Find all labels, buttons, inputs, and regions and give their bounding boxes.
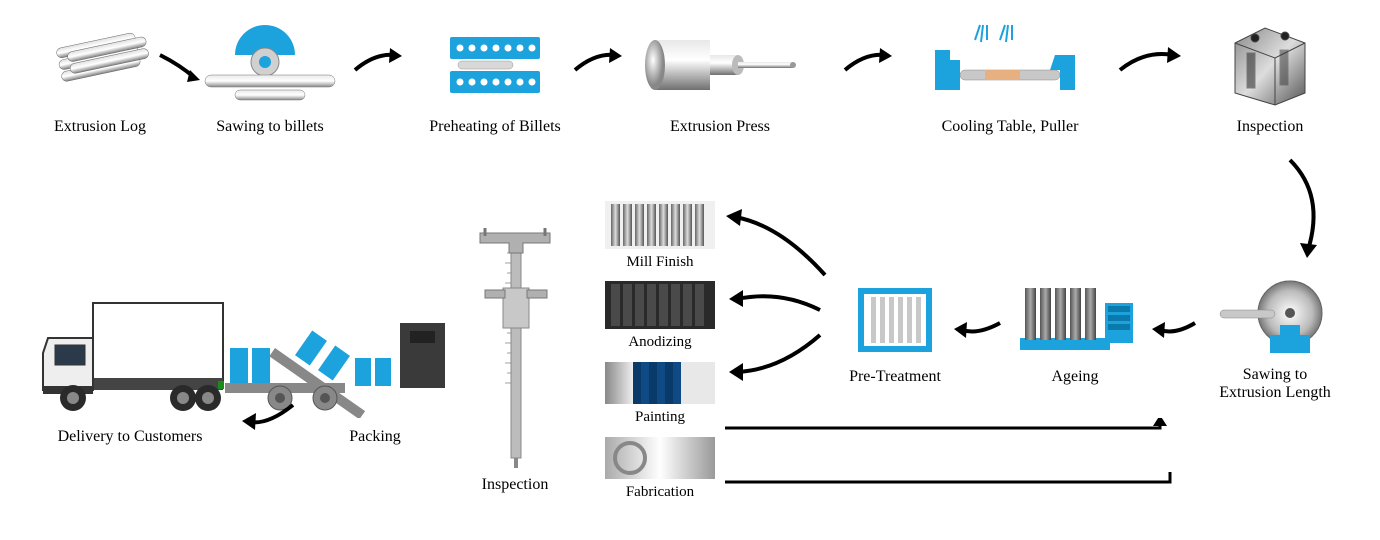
node-label: Preheating of Billets (429, 118, 561, 136)
arrow-icon (1115, 45, 1185, 80)
extrusion-log-icon (40, 20, 160, 110)
arrow-icon (840, 45, 895, 80)
arrow-icon (350, 45, 405, 80)
node-cooling-table: Cooling Table, Puller (920, 20, 1100, 136)
inspection-profile-icon (1220, 20, 1320, 110)
node-label: Extrusion Length (1219, 384, 1331, 402)
arrow-icon (950, 315, 1005, 345)
node-label: Packing (349, 428, 401, 446)
node-label: Extrusion Log (54, 118, 146, 136)
node-inspection-top: Inspection (1210, 20, 1330, 136)
ageing-icon (1015, 280, 1135, 360)
node-label: Delivery to Customers (58, 428, 203, 446)
node-label: Painting (635, 409, 685, 426)
node-mill-finish: Mill Finish (600, 200, 720, 271)
sawing-length-icon (1215, 275, 1335, 360)
node-label: Sawing to billets (216, 118, 324, 136)
node-label: Sawing to (1243, 366, 1307, 384)
node-pre-treatment: Pre-Treatment (830, 280, 960, 386)
node-label: Anodizing (628, 334, 691, 351)
node-label: Ageing (1051, 368, 1098, 386)
node-delivery: Delivery to Customers (30, 290, 230, 446)
extrusion-press-icon (635, 20, 805, 110)
node-inspection-bottom: Inspection (460, 218, 570, 494)
arrow-icon (720, 472, 1180, 527)
truck-icon (33, 290, 228, 420)
arrow-icon (1280, 155, 1340, 265)
arrow-icon (238, 400, 298, 435)
painting-icon (605, 360, 715, 405)
anodizing-icon (605, 280, 715, 330)
node-fabrication: Fabrication (600, 435, 720, 501)
arrow-icon (720, 418, 1170, 438)
arrow-icon (570, 45, 625, 80)
node-label: Fabrication (626, 484, 694, 501)
arrow-icon (725, 285, 825, 325)
node-label: Inspection (482, 476, 549, 494)
cooling-table-icon (920, 20, 1100, 110)
node-sawing-billets: Sawing to billets (200, 20, 340, 136)
node-label: Extrusion Press (670, 118, 770, 136)
node-preheating: Preheating of Billets (410, 20, 580, 136)
node-label: Pre-Treatment (849, 368, 941, 386)
mill-finish-icon (605, 200, 715, 250)
node-sawing-length: Sawing to Extrusion Length (1200, 275, 1350, 402)
node-anodizing: Anodizing (600, 280, 720, 351)
arrow-icon (725, 330, 825, 385)
sawing-billets-icon (200, 20, 340, 110)
node-ageing: Ageing (1010, 280, 1140, 386)
preheating-icon (435, 20, 555, 110)
arrow-icon (155, 50, 205, 90)
node-label: Inspection (1237, 118, 1304, 136)
fabrication-icon (605, 435, 715, 480)
arrow-icon (1150, 315, 1200, 345)
node-extrusion-press: Extrusion Press (635, 20, 805, 136)
node-extrusion-log: Extrusion Log (40, 20, 160, 136)
node-painting: Painting (600, 360, 720, 426)
pre-treatment-icon (850, 280, 940, 360)
caliper-icon (470, 218, 560, 468)
arrow-icon (720, 205, 830, 285)
node-label: Mill Finish (626, 254, 693, 271)
node-label: Cooling Table, Puller (942, 118, 1079, 136)
